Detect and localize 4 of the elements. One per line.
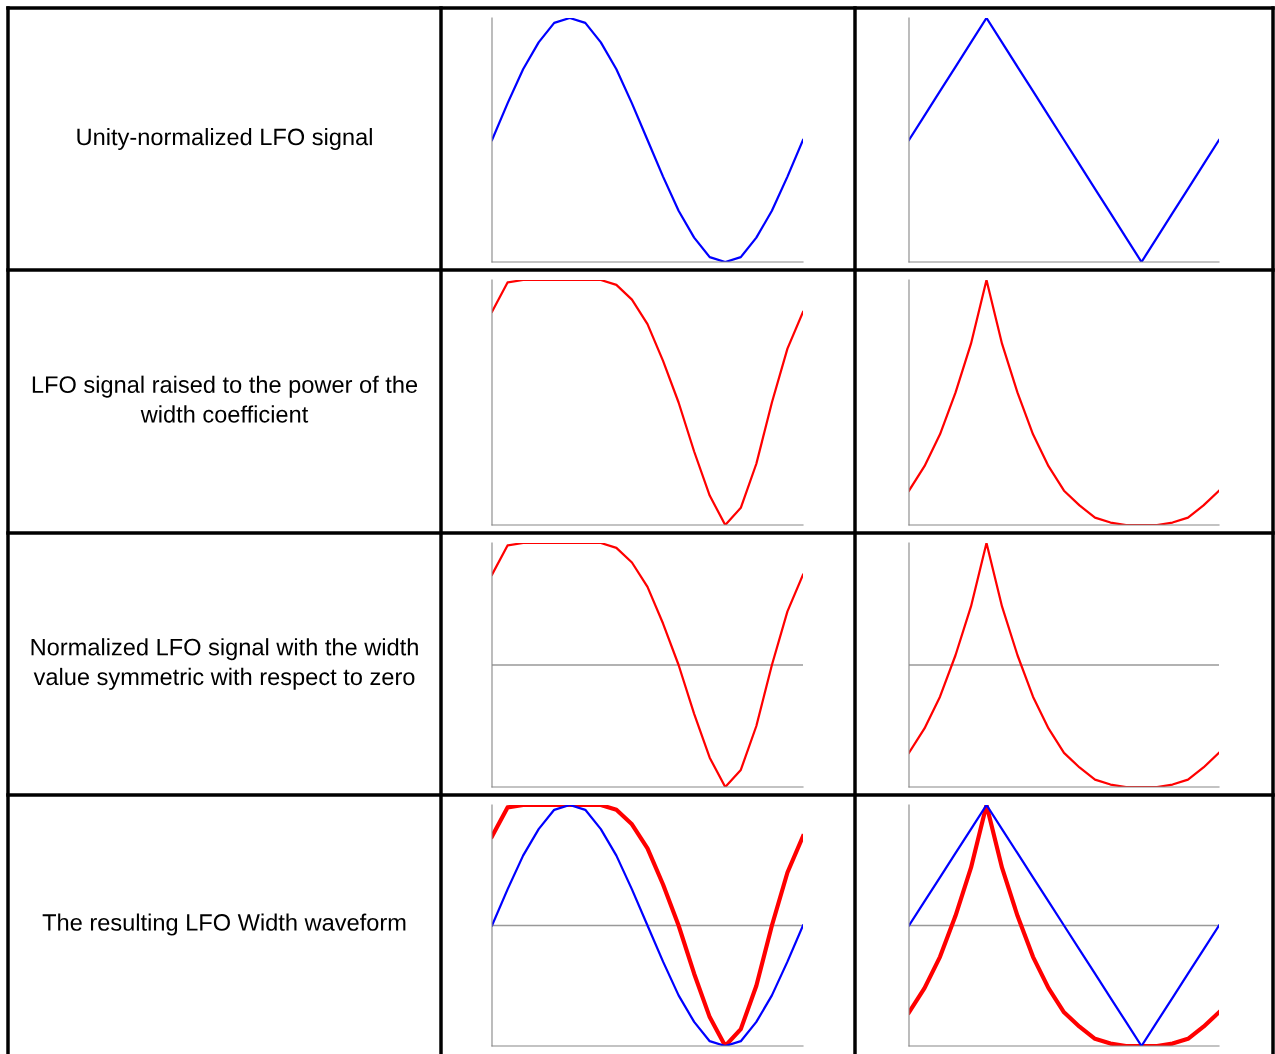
text: Unity-normalized LFO signal (77, 128, 372, 151)
text: LFO signal raised to the power of the width coefficient (32, 375, 418, 423)
text: Normalized LFO signal with the width value symmetric with respect to zero (31, 638, 418, 690)
text: The resulting LFO Width waveform (42, 913, 406, 936)
